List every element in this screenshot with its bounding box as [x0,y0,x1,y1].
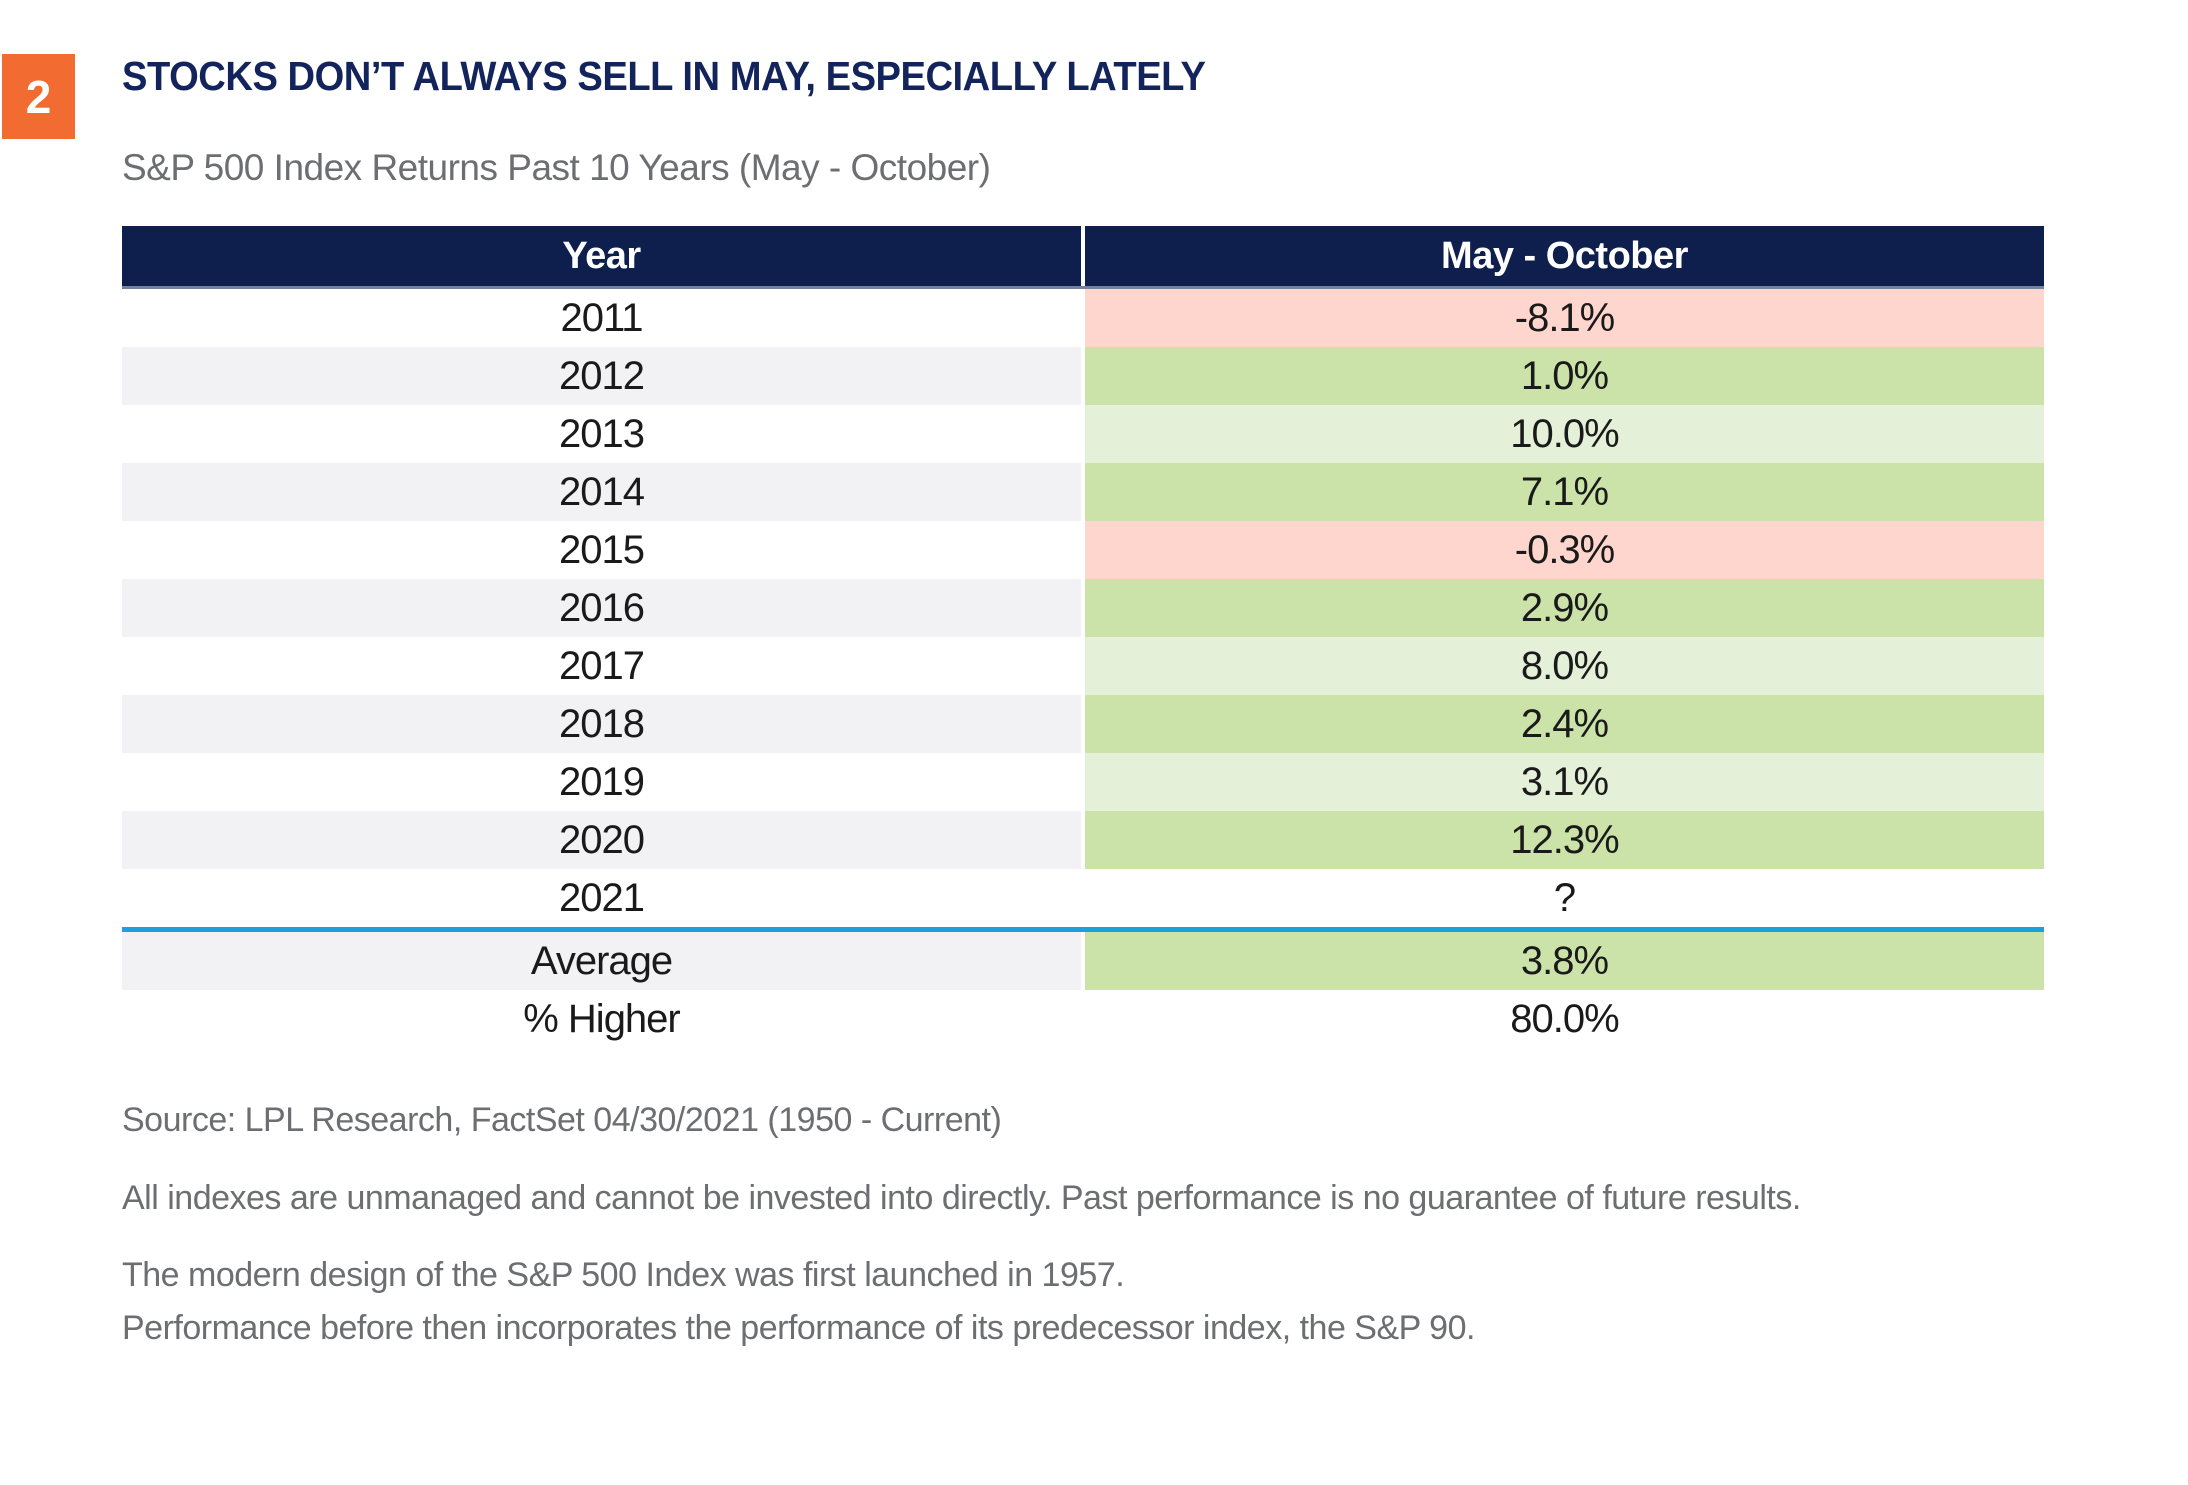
year-cell: 2019 [559,759,645,804]
value-cell: -0.3% [1085,521,2044,579]
value-cell: 12.3% [1085,811,2044,869]
value-cell: 1.0% [1085,347,2044,405]
table-row-2020: 2020 12.3% [122,811,2044,869]
table-row-2013: 2013 10.0% [122,405,2044,463]
year-cell: 2015 [559,527,645,572]
chart-subtitle: S&P 500 Index Returns Past 10 Years (May… [122,147,991,188]
table-row-2021: 2021 ? [122,869,2044,927]
table-row-2014: 2014 7.1% [122,463,2044,521]
summary-label-cell: Average [122,932,1081,990]
page-title: STOCKS DON’T ALWAYS SELL IN MAY, ESPECIA… [122,53,1206,99]
year-cell: 2012 [122,347,1081,405]
disclosure-text-2: The modern design of the S&P 500 Index w… [122,1249,2044,1355]
column-header-may-october: May - October [1085,226,2044,286]
year-cell: 2020 [122,811,1081,869]
year-cell: 2018 [122,695,1081,753]
year-cell: 2011 [560,295,643,340]
highlight-divider [122,927,2044,932]
table-row-2012: 2012 1.0% [122,347,2044,405]
table-row-average: Average 3.8% [122,932,2044,990]
year-cell: 2014 [122,463,1081,521]
figure-number-badge: 2 [2,54,75,139]
disclosure-line: Performance before then incorporates the… [122,1309,1475,1347]
value-cell: 2.4% [1085,695,2044,753]
table-row-2018: 2018 2.4% [122,695,2044,753]
disclosure-text: All indexes are unmanaged and cannot be … [122,1179,1801,1217]
value-cell: 10.0% [1085,405,2044,463]
disclosure-line: The modern design of the S&P 500 Index w… [122,1256,1125,1294]
year-cell: 2017 [559,643,645,688]
source-text: Source: LPL Research, FactSet 04/30/2021… [122,1101,1002,1139]
table-row-pct-higher: % Higher 80.0% [122,990,2044,1048]
summary-value-cell: 3.8% [1085,932,2044,990]
content-area: STOCKS DON’T ALWAYS SELL IN MAY, ESPECIA… [122,53,2044,1355]
column-header-year: Year [122,226,1081,286]
value-cell: 3.1% [1085,753,2044,811]
value-cell: ? [1553,875,1576,920]
value-cell: 8.0% [1085,637,2044,695]
table-row-2019: 2019 3.1% [122,753,2044,811]
table-row-2016: 2016 2.9% [122,579,2044,637]
table-row-2011: 2011 -8.1% [122,289,2044,347]
value-cell: -8.1% [1085,289,2044,347]
year-cell: 2013 [559,411,645,456]
table-row-2017: 2017 8.0% [122,637,2044,695]
summary-value-cell: 80.0% [1510,996,1619,1041]
returns-table: Year May - October 2011 -8.1% 2012 1.0% … [122,226,2044,1048]
table-header-row: Year May - October [122,226,2044,289]
value-cell: 2.9% [1085,579,2044,637]
table-row-2015: 2015 -0.3% [122,521,2044,579]
year-cell: 2021 [559,875,645,920]
summary-label-cell: % Higher [523,996,681,1041]
value-cell: 7.1% [1085,463,2044,521]
year-cell: 2016 [122,579,1081,637]
